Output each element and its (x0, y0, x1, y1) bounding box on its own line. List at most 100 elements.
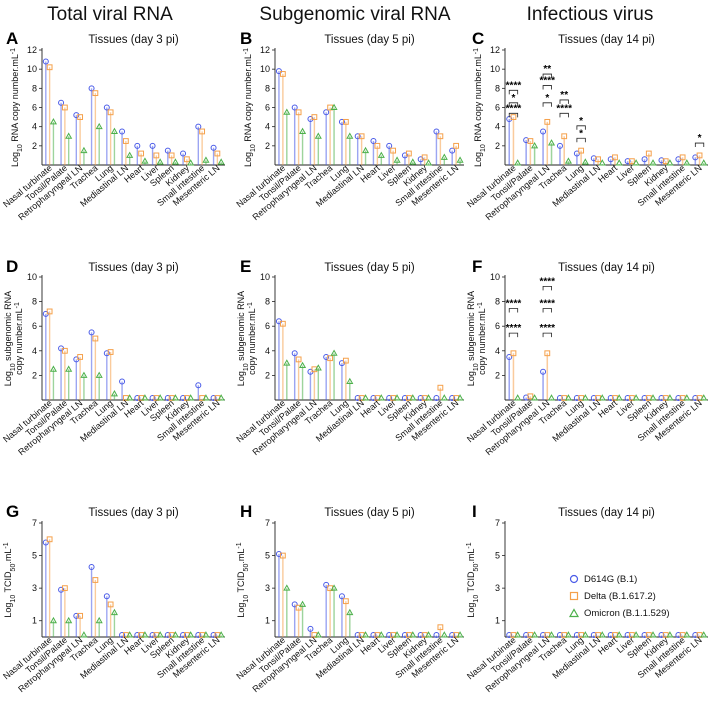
significance-stars: **** (540, 299, 556, 310)
bar-delta (329, 588, 331, 637)
point-d614g (42, 539, 49, 546)
panel-D-y-label-line2: copy number.mL-1 (14, 302, 25, 375)
point-d614g (590, 395, 597, 401)
bar-omicron (286, 588, 288, 637)
panel-I-letter: I (472, 502, 477, 521)
point-omicron (65, 132, 73, 139)
bar-delta (614, 635, 616, 637)
point-omicron (346, 377, 354, 385)
bar-d614g (508, 119, 510, 165)
point-omicron (514, 394, 522, 401)
point-delta (138, 150, 145, 157)
point-d614g (401, 395, 408, 401)
point-omicron (666, 631, 674, 638)
point-delta (342, 118, 349, 125)
point-omicron (409, 158, 417, 165)
bar-omicron (584, 162, 587, 165)
bar-omicron (652, 163, 654, 165)
y-tick-label: 2 (265, 370, 270, 380)
bar-d614g (212, 147, 215, 165)
panel-C-letter: C (472, 29, 484, 48)
y-tick-label: 10 (260, 272, 270, 282)
y-tick-label: 6 (32, 103, 37, 113)
panel-E-y-label-line2: copy number.mL-1 (247, 302, 258, 375)
bar-d614g (542, 635, 544, 637)
legend-omicron-marker (568, 608, 580, 618)
bar-d614g (167, 150, 169, 165)
point-omicron (49, 616, 57, 624)
point-d614g (573, 632, 580, 638)
point-delta (168, 152, 175, 159)
point-omicron (649, 159, 657, 166)
bar-delta (282, 73, 284, 165)
bar-omicron (113, 131, 116, 165)
y-tick-label: 3 (495, 583, 500, 593)
legend-d614g-label: D614G (B.1) (584, 574, 637, 585)
panel-F-y-label: Log10 subgenomic RNA (466, 291, 480, 386)
bar-omicron (301, 604, 304, 637)
bar-omicron (652, 635, 654, 637)
bar-d614g (643, 635, 646, 637)
panel-B-letter: B (240, 29, 252, 48)
bar-omicron (635, 635, 637, 637)
bar-d614g (388, 145, 390, 165)
bar-delta (664, 398, 667, 400)
bar-d614g (626, 635, 629, 637)
point-omicron (362, 394, 370, 401)
bar-d614g (435, 398, 438, 400)
significance-bracket (542, 285, 552, 291)
bar-omicron (52, 121, 55, 165)
bar-delta (423, 635, 426, 637)
bar-omicron (380, 398, 383, 400)
point-d614g (692, 632, 699, 638)
bar-d614g (151, 398, 154, 400)
bar-omicron (516, 635, 519, 637)
bar-d614g (435, 131, 438, 165)
significance-stars: * (512, 93, 516, 104)
bar-delta (360, 136, 363, 165)
bar-d614g (341, 363, 343, 400)
point-delta (453, 142, 460, 149)
y-tick-label: 2 (265, 141, 270, 151)
bar-delta (392, 398, 394, 400)
bar-omicron (703, 398, 705, 400)
y-tick-label: 8 (495, 297, 500, 307)
point-omicron (202, 631, 210, 638)
bar-delta (329, 358, 331, 400)
bar-omicron (205, 635, 207, 637)
point-d614g (370, 395, 377, 401)
bar-delta (282, 323, 284, 400)
point-delta (107, 109, 114, 116)
bar-omicron (83, 150, 85, 165)
significance-stars: **** (506, 103, 522, 114)
point-d614g (607, 395, 614, 401)
point-omicron (440, 394, 448, 401)
bar-delta (170, 398, 173, 400)
bar-delta (376, 635, 379, 637)
bar-delta (597, 635, 599, 637)
bar-delta (125, 635, 127, 637)
bar-d614g (660, 398, 663, 400)
y-tick-label: 8 (495, 83, 500, 93)
bar-d614g (309, 371, 312, 400)
panel-F-y-label-line2: copy number.mL-1 (477, 302, 488, 375)
point-omicron (156, 158, 164, 165)
y-tick-label: 1 (265, 616, 270, 626)
point-d614g (73, 612, 80, 619)
point-d614g (323, 109, 330, 116)
point-d614g (195, 382, 202, 389)
bar-d614g (212, 635, 215, 637)
bar-d614g (325, 584, 327, 637)
bar-delta (392, 150, 394, 165)
point-omicron (362, 146, 370, 154)
bar-d614g (60, 348, 62, 400)
point-d614g (658, 157, 665, 164)
significance-bracket (559, 112, 569, 118)
bar-delta (614, 157, 616, 165)
point-d614g (658, 632, 665, 638)
bar-delta (140, 635, 142, 637)
point-omicron (456, 156, 464, 163)
point-omicron (700, 394, 708, 401)
bar-delta (140, 153, 142, 165)
